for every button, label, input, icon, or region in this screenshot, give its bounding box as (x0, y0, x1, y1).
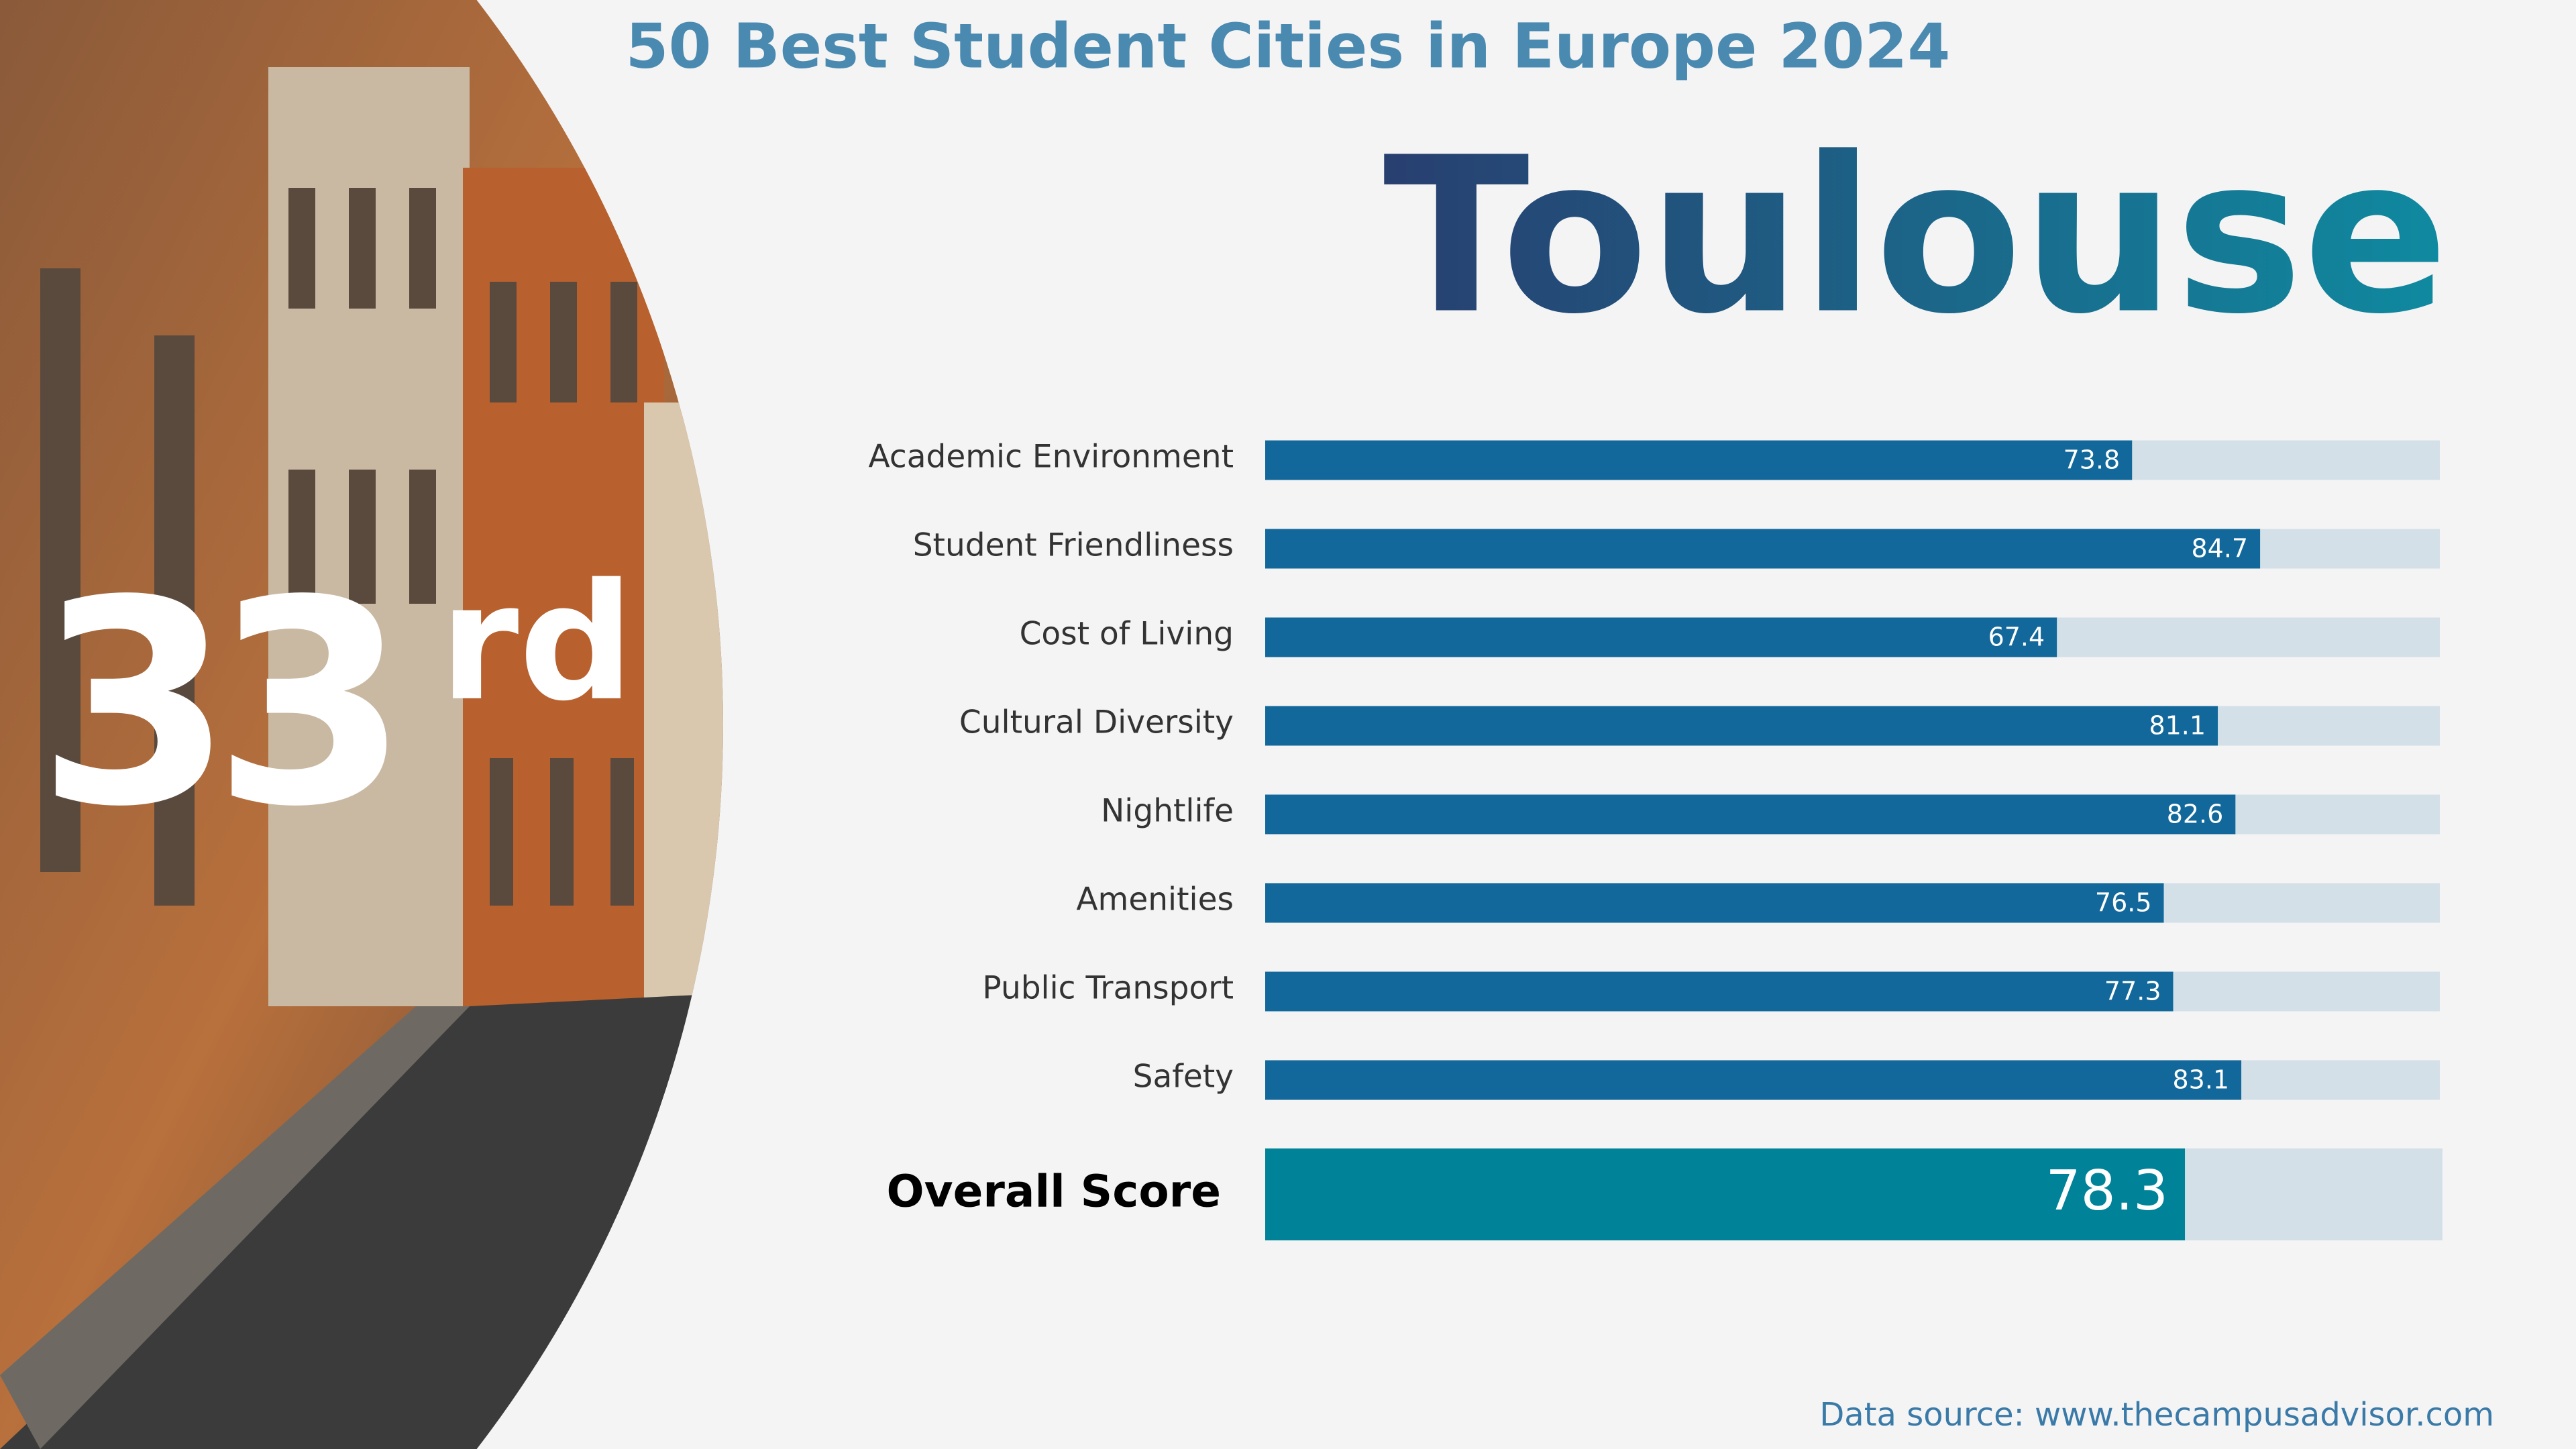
overall-value: 78.3 (2045, 1159, 2168, 1223)
category-label: Academic Environment (869, 439, 1234, 476)
bar (1265, 1060, 2242, 1100)
category-label: Cultural Diversity (959, 704, 1234, 741)
value-label: 73.8 (2063, 445, 2121, 475)
city-name: Toulouse (1383, 112, 2449, 362)
overall-bar (1265, 1148, 2186, 1240)
value-label: 82.6 (2167, 800, 2224, 829)
value-label: 83.1 (2172, 1065, 2229, 1095)
value-label: 76.5 (2095, 888, 2152, 918)
bar (1265, 883, 2164, 923)
rank: 33 (37, 541, 389, 869)
source: Data source: www.thecampusadvisor.com (1819, 1396, 2494, 1434)
rank-suffix: rd (439, 549, 634, 737)
bar (1265, 529, 2261, 569)
category-label: Safety (1133, 1059, 1234, 1095)
value-label: 67.4 (1988, 623, 2045, 652)
bar (1265, 440, 2133, 480)
value-label: 81.1 (2149, 711, 2206, 741)
bar (1265, 794, 2236, 835)
value-label: 77.3 (2104, 977, 2161, 1006)
overall-label: Overall Score (886, 1166, 1221, 1218)
category-label: Cost of Living (1020, 616, 1234, 653)
city-photo (0, 0, 723, 1449)
value-label: 84.7 (2191, 534, 2248, 564)
bar (1265, 971, 2174, 1012)
category-label: Nightlife (1101, 793, 1234, 830)
bar (1265, 706, 2218, 746)
title: 50 Best Student Cities in Europe 2024 (626, 10, 1951, 82)
category-label: Student Friendliness (913, 527, 1234, 564)
bar (1265, 617, 2057, 657)
category-label: Public Transport (982, 970, 1234, 1007)
category-label: Amenities (1076, 881, 1234, 918)
